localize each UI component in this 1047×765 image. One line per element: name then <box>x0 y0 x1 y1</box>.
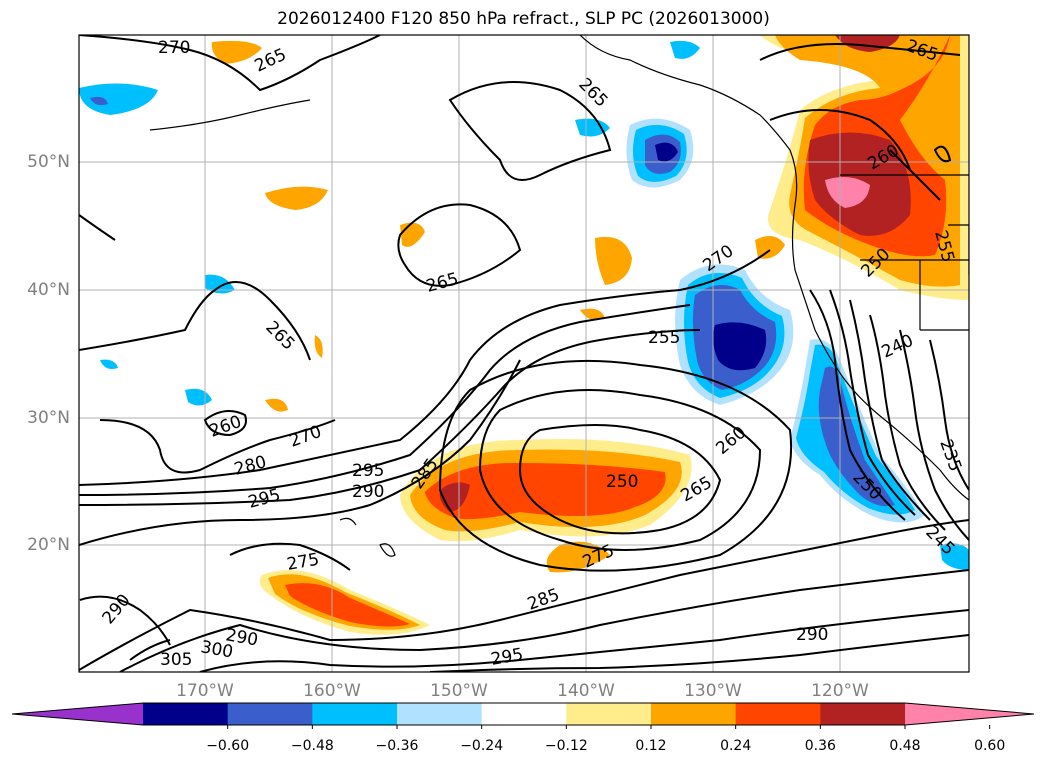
colorbar-tick-label: 0.12 <box>635 738 667 754</box>
lat-label-40n: 40°N <box>27 280 70 300</box>
positive-anomaly-fill <box>211 35 969 635</box>
lon-label-170w: 170°W <box>176 681 234 701</box>
map-title: 2026012400 F120 850 hPa refract., SLP PC… <box>277 9 770 29</box>
colorbar-bin <box>566 703 652 725</box>
map-plot-area: 270 265 265 265 260 260 255 265 265 270 … <box>79 35 969 672</box>
contour-label: 305 <box>160 650 192 670</box>
negative-anomaly-fill <box>79 40 969 570</box>
lon-label-130w: 130°W <box>684 681 742 701</box>
colorbar-bin <box>481 703 567 725</box>
colorbar-tick-label: −0.48 <box>290 738 334 754</box>
colorbar-bin <box>312 703 398 725</box>
colorbar-bin <box>735 703 821 725</box>
lon-label-150w: 150°W <box>430 681 488 701</box>
map-frame <box>78 34 970 673</box>
colorbar-bin <box>397 703 483 725</box>
graticule <box>79 35 969 672</box>
lat-label-30n: 30°N <box>27 408 70 428</box>
colorbar-tick-label: −0.12 <box>544 738 588 754</box>
colorbar-bin <box>143 703 229 725</box>
colorbar-tick-label: 0.60 <box>974 738 1006 754</box>
lon-label-140w: 140°W <box>557 681 615 701</box>
colorbar-tick-label: −0.36 <box>375 738 419 754</box>
colorbar-tick-label: −0.60 <box>206 738 250 754</box>
contour-label: 290 <box>352 482 384 502</box>
colorbar-bin <box>651 703 737 725</box>
colorbar-tick-label: 0.36 <box>804 738 836 754</box>
colorbar-outline <box>11 702 1035 726</box>
colorbar-extend-max <box>905 703 1034 725</box>
lon-label-120w: 120°W <box>811 681 869 701</box>
colorbar-tick-label: 0.24 <box>720 738 752 754</box>
colorbar-tick-label: 0.48 <box>889 738 921 754</box>
colorbar-extend-min <box>12 703 143 725</box>
lat-label-50n: 50°N <box>27 152 70 172</box>
contour-label: 295 <box>352 461 384 481</box>
lat-label-20n: 20°N <box>27 535 70 555</box>
contour-label: 290 <box>796 625 828 645</box>
lon-label-160w: 160°W <box>303 681 361 701</box>
slp-contours <box>79 35 969 672</box>
contour-label: 250 <box>606 472 638 492</box>
colorbar-tick-label: −0.24 <box>460 738 504 754</box>
contour-label: 270 <box>158 38 190 58</box>
colorbar <box>11 702 1035 729</box>
colorbar-bin <box>820 703 906 725</box>
colorbar-bin <box>227 703 313 725</box>
contour-label: 255 <box>648 328 680 348</box>
